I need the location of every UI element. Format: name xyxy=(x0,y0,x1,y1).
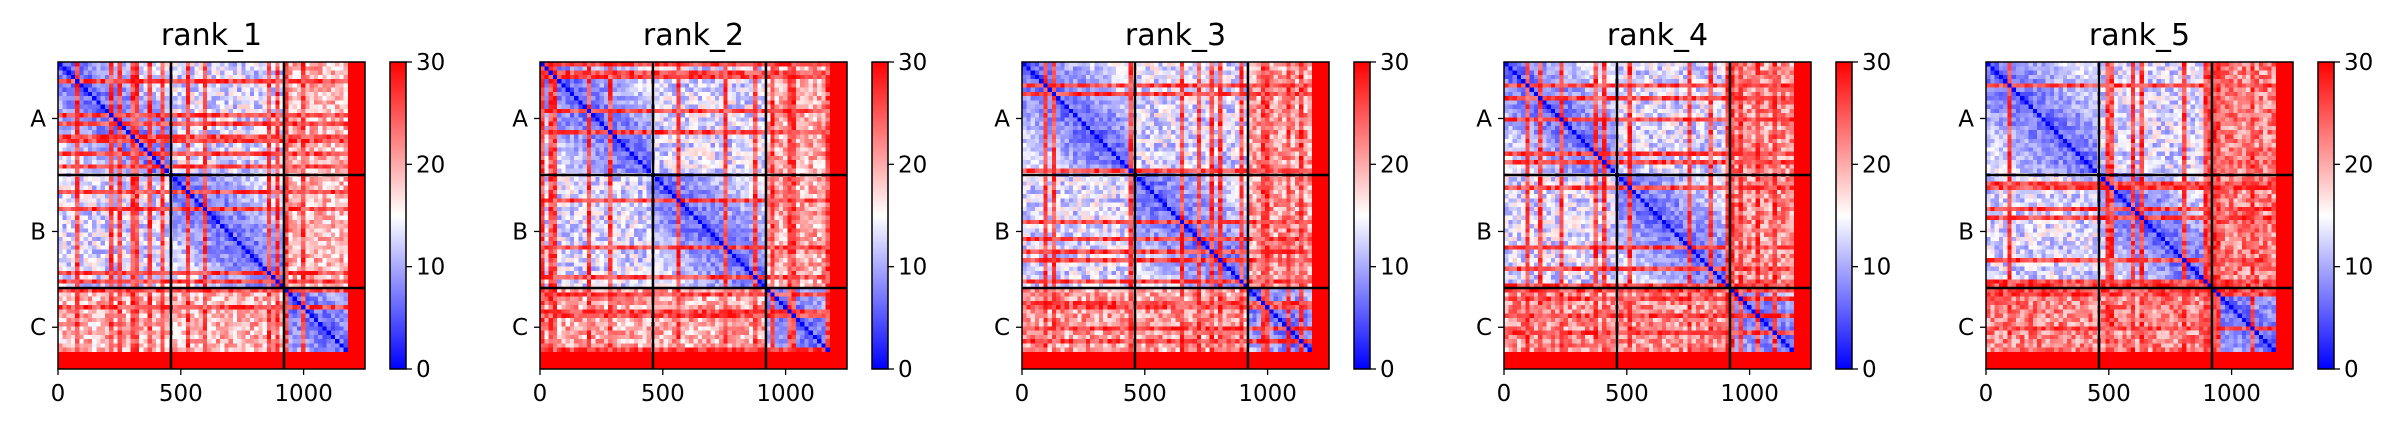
colorbar-tick-label: 30 xyxy=(2344,50,2373,76)
panel-title: rank_1 xyxy=(161,18,262,53)
x-tick-label: 0 xyxy=(533,381,548,407)
x-tick-label: 500 xyxy=(1605,381,1649,407)
colorbar-tick-label: 0 xyxy=(416,357,431,383)
colorbar-tick-label: 30 xyxy=(1380,50,1409,76)
panel-title: rank_5 xyxy=(2089,18,2190,53)
colorbar xyxy=(390,62,406,369)
chain-label-C: C xyxy=(512,315,528,341)
chain-label-A: A xyxy=(1958,106,1974,132)
chain-label-A: A xyxy=(512,106,528,132)
colorbar-tick-label: 0 xyxy=(898,357,913,383)
colorbar-tick-label: 0 xyxy=(2344,357,2359,383)
panel-5: rank_5 0 500 1000 A B C 0 10 20 30 xyxy=(1958,18,2373,407)
colorbar-tick-label: 30 xyxy=(898,50,927,76)
panel-title: rank_4 xyxy=(1607,18,1708,53)
x-tick-label: 1000 xyxy=(2202,381,2261,407)
chain-label-B: B xyxy=(994,219,1010,245)
chain-label-A: A xyxy=(1476,106,1492,132)
x-tick-label: 0 xyxy=(51,381,66,407)
colorbar-tick-label: 20 xyxy=(1380,152,1409,178)
chain-label-B: B xyxy=(30,219,46,245)
heatmap-image xyxy=(1986,62,2294,370)
panel-title: rank_2 xyxy=(643,18,744,53)
chain-label-A: A xyxy=(994,106,1010,132)
colorbar-tick-label: 20 xyxy=(2344,152,2373,178)
x-tick-label: 500 xyxy=(641,381,685,407)
chain-label-B: B xyxy=(512,219,528,245)
colorbar-tick-label: 20 xyxy=(1862,152,1891,178)
x-tick-label: 0 xyxy=(1979,381,1994,407)
colorbar-tick-label: 30 xyxy=(416,50,445,76)
colorbar-tick-label: 10 xyxy=(898,255,927,281)
colorbar-tick-label: 10 xyxy=(2344,255,2373,281)
heatmap-image xyxy=(1022,62,1330,370)
chain-label-C: C xyxy=(30,315,46,341)
colorbar-tick-label: 20 xyxy=(898,152,927,178)
x-tick-label: 0 xyxy=(1015,381,1030,407)
panel-3: rank_3 0 500 1000 A B C 0 10 20 30 xyxy=(994,18,1409,407)
chain-label-B: B xyxy=(1476,219,1492,245)
heatmap-image xyxy=(58,62,366,370)
panel-2: rank_2 0 500 1000 A B C 0 10 20 30 xyxy=(512,18,927,407)
panel-title: rank_3 xyxy=(1125,18,1226,53)
x-tick-label: 500 xyxy=(2087,381,2131,407)
colorbar-tick-label: 20 xyxy=(416,152,445,178)
colorbar-tick-label: 10 xyxy=(1380,255,1409,281)
colorbar xyxy=(1354,62,1370,369)
chain-label-A: A xyxy=(30,106,46,132)
chain-label-C: C xyxy=(1476,315,1492,341)
colorbar-tick-label: 0 xyxy=(1380,357,1395,383)
colorbar xyxy=(872,62,888,369)
colorbar-tick-label: 10 xyxy=(416,255,445,281)
colorbar xyxy=(2318,62,2334,369)
x-tick-label: 1000 xyxy=(756,381,815,407)
x-tick-label: 1000 xyxy=(274,381,333,407)
x-tick-label: 0 xyxy=(1497,381,1512,407)
chain-label-C: C xyxy=(1958,315,1974,341)
panel-1: rank_1 0 500 1000 A B C 0 10 20 30 xyxy=(30,18,445,407)
heatmap-image xyxy=(540,62,848,370)
x-tick-label: 500 xyxy=(1123,381,1167,407)
colorbar-tick-label: 30 xyxy=(1862,50,1891,76)
colorbar-tick-label: 10 xyxy=(1862,255,1891,281)
x-tick-label: 500 xyxy=(159,381,203,407)
colorbar xyxy=(1836,62,1852,369)
chain-label-B: B xyxy=(1958,219,1974,245)
x-tick-label: 1000 xyxy=(1720,381,1779,407)
x-tick-label: 1000 xyxy=(1238,381,1297,407)
panel-4: rank_4 0 500 1000 A B C 0 10 20 30 xyxy=(1476,18,1891,407)
heatmap-image xyxy=(1504,62,1812,370)
chain-label-C: C xyxy=(994,315,1010,341)
colorbar-tick-label: 0 xyxy=(1862,357,1877,383)
